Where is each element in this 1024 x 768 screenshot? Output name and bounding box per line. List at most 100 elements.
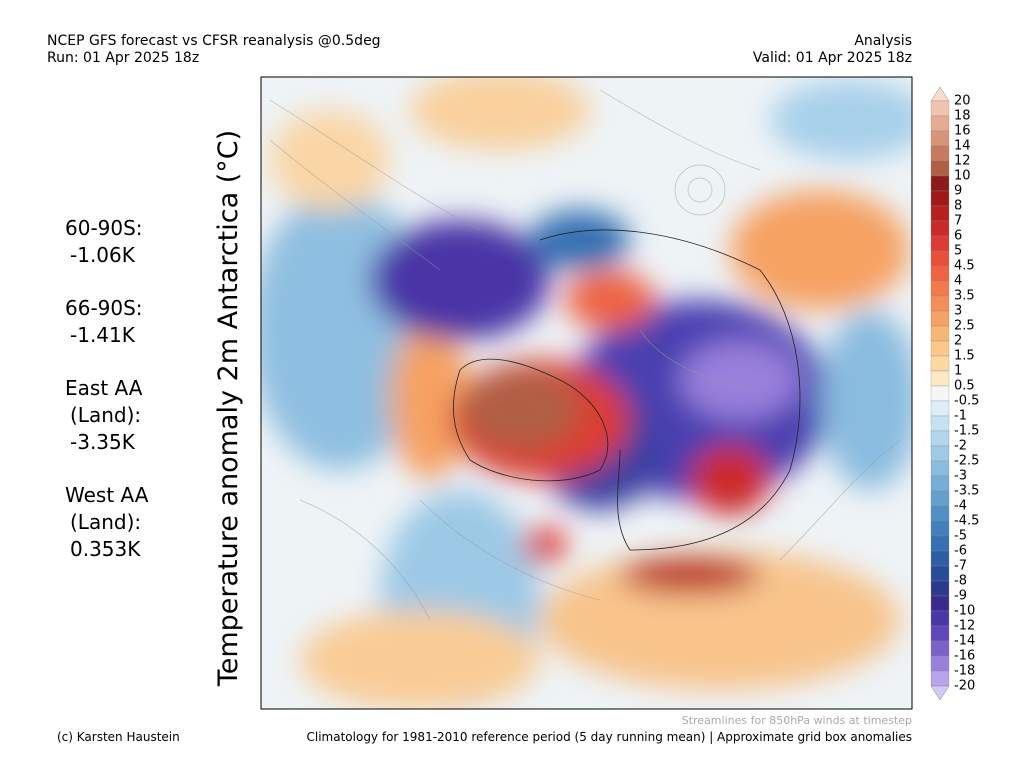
colorbar-box (930, 145, 950, 162)
colorbar-box (930, 310, 950, 327)
stat-line: 66-90S: (65, 296, 143, 320)
title: NCEP GFS forecast vs CFSR reanalysis @0.… (47, 33, 381, 49)
colorbar-label: -2.5 (954, 454, 979, 469)
colorbar-box (930, 580, 950, 597)
colorbar-box (930, 475, 950, 492)
colorbar-box (930, 595, 950, 612)
colorbar-label: -3.5 (954, 484, 979, 499)
colorbar-box (930, 325, 950, 342)
colorbar-box (930, 460, 950, 477)
colorbar-box (930, 130, 950, 147)
stat-line: 60-90S: (65, 216, 143, 240)
colorbar-box (930, 175, 950, 192)
colorbar-label: 8 (954, 199, 962, 214)
colorbar-box (930, 520, 950, 537)
axis-label: Temperature anomaly 2m Antarctica (°C) (213, 130, 244, 687)
colorbar-label: -16 (954, 649, 975, 664)
colorbar-label: 18 (954, 109, 971, 124)
colorbar-box (930, 640, 950, 657)
colorbar-label: 12 (954, 154, 971, 169)
colorbar-label: -4.5 (954, 514, 979, 529)
colorbar-box (930, 505, 950, 522)
colorbar-box (930, 340, 950, 357)
colorbar-label: 10 (954, 169, 971, 184)
stat-line: -1.06K (70, 243, 136, 267)
colorbar-box (930, 160, 950, 177)
colorbar: 201816141210987654.543.532.521.510.5-0.5… (930, 86, 979, 701)
colorbar-box (930, 205, 950, 222)
stat-line: (Land): (70, 403, 141, 427)
colorbar-label: -5 (954, 529, 967, 544)
colorbar-box (930, 295, 950, 312)
colorbar-box (930, 445, 950, 462)
colorbar-label: 9 (954, 184, 962, 199)
colorbar-box (930, 220, 950, 237)
colorbar-label: -6 (954, 544, 967, 559)
product: Analysis (854, 33, 912, 49)
colorbar-label: 7 (954, 214, 962, 229)
colorbar-box (930, 535, 950, 552)
colorbar-label: -0.5 (954, 394, 979, 409)
colorbar-label: 1.5 (954, 349, 975, 364)
stats: 60-90S: -1.06K 66-90S: -1.41K East AA (Land):… (65, 216, 149, 561)
credit: (c) Karsten Haustein (57, 730, 180, 744)
colorbar-under (930, 685, 950, 701)
colorbar-box (930, 415, 950, 432)
map-frame (260, 76, 913, 710)
stat-line: 0.353K (70, 537, 141, 561)
colorbar-label: 2.5 (954, 319, 975, 334)
colorbar-label: -2 (954, 439, 967, 454)
climatology: Climatology for 1981-2010 reference peri… (307, 730, 913, 744)
colorbar-box (930, 250, 950, 267)
colorbar-label: -10 (954, 604, 975, 619)
colorbar-box (930, 190, 950, 207)
colorbar-box (930, 115, 950, 132)
colorbar-label: 0.5 (954, 379, 975, 394)
stat-line: (Land): (70, 510, 141, 534)
stat-line: West AA (65, 483, 149, 507)
colorbar-box (930, 100, 950, 117)
colorbar-box (930, 235, 950, 252)
colorbar-box (930, 565, 950, 582)
stat-line: -1.41K (70, 323, 136, 347)
colorbar-box (930, 430, 950, 447)
colorbar-box (930, 385, 950, 402)
stat-line: -3.35K (70, 430, 136, 454)
colorbar-label: 6 (954, 229, 962, 244)
colorbar-label: 3 (954, 304, 962, 319)
valid: Valid: 01 Apr 2025 18z (753, 50, 912, 66)
colorbar-label: -8 (954, 574, 967, 589)
colorbar-label: 4 (954, 274, 962, 289)
colorbar-label: -18 (954, 664, 975, 679)
colorbar-box (930, 280, 950, 297)
colorbar-label: 20 (954, 94, 971, 109)
colorbar-box (930, 550, 950, 567)
colorbar-label: -14 (954, 634, 975, 649)
colorbar-label: -1.5 (954, 424, 979, 439)
colorbar-label: 14 (954, 139, 971, 154)
colorbar-over (930, 86, 950, 102)
streamline-note: Streamlines for 850hPa winds at timestep (682, 714, 912, 727)
colorbar-label: -1 (954, 409, 967, 424)
map (261, 77, 912, 709)
colorbar-box (930, 655, 950, 672)
colorbar-label: 2 (954, 334, 962, 349)
colorbar-label: -9 (954, 589, 967, 604)
colorbar-box (930, 610, 950, 627)
colorbar-box (930, 490, 950, 507)
stat-line: East AA (65, 376, 143, 400)
colorbar-label: 3.5 (954, 289, 975, 304)
colorbar-label: -7 (954, 559, 967, 574)
colorbar-label: 5 (954, 244, 962, 259)
colorbar-label: -12 (954, 619, 975, 634)
colorbar-label: -4 (954, 499, 967, 514)
colorbar-box (930, 400, 950, 417)
colorbar-label: 16 (954, 124, 971, 139)
colorbar-label: -20 (954, 679, 975, 694)
colorbar-box (930, 355, 950, 372)
colorbar-box (930, 370, 950, 387)
colorbar-label: -3 (954, 469, 967, 484)
colorbar-label: 4.5 (954, 259, 975, 274)
colorbar-label: 1 (954, 364, 962, 379)
